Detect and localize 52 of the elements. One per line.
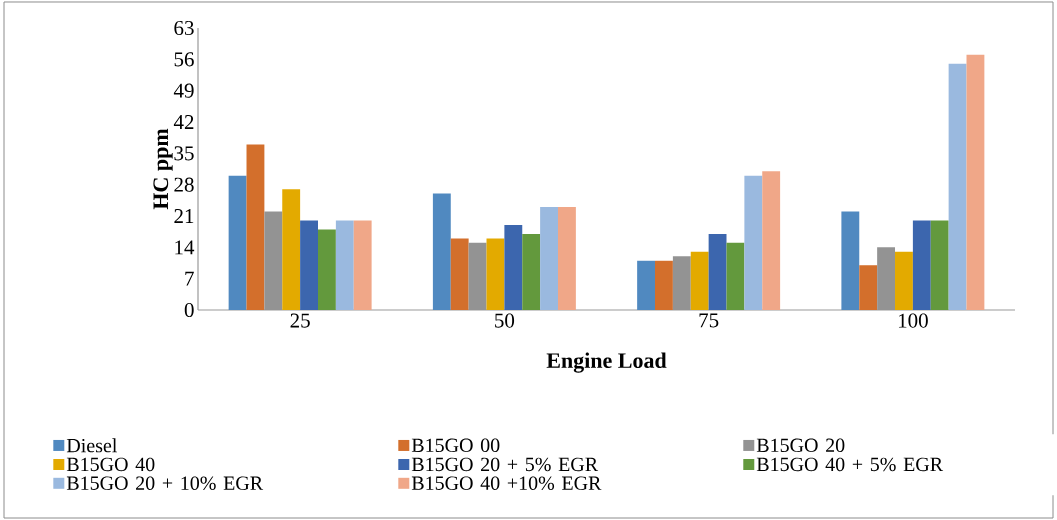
legend-label: B15GO 00 [411,438,500,453]
bar [726,242,745,310]
bar [540,207,558,310]
y-axis-title: HC ppm [153,128,173,210]
bar [228,175,247,310]
bar [246,144,265,310]
bar [450,238,469,310]
bar [859,265,878,310]
bar [912,220,931,310]
legend-label: B15GO 40 +10% EGR [411,476,602,490]
bar [744,175,763,310]
bar [895,251,913,310]
bar [300,220,318,310]
bar [655,260,673,310]
legend-label: B15GO 40 + 5% EGR [756,457,944,472]
y-tick-label: 7 [185,271,194,286]
bar [930,220,949,310]
bar [708,233,727,310]
bar [841,211,860,310]
bar [522,233,541,310]
x-axis-title: Engine Load [546,352,667,373]
y-tick-label: 56 [174,52,194,67]
legend-label: Diesel [66,438,117,453]
y-tick-label: 21 [174,209,194,223]
bar [335,220,354,310]
x-tick-label: 50 [495,313,515,328]
bar [762,171,781,310]
bar [282,189,301,310]
legend-label: B15GO 40 [66,457,155,472]
bar [318,229,336,310]
x-tick-label: 25 [290,313,310,328]
x-tick-label: 75 [699,313,719,328]
y-tick-label: 35 [174,146,194,161]
y-tick-label: 63 [174,20,194,36]
bar [432,193,451,310]
legend-label: B15GO 20 [756,438,845,453]
bar [948,63,967,310]
legend-label: B15GO 20 + 5% EGR [411,457,599,472]
y-tick-label: 49 [173,83,194,98]
bar [966,54,985,310]
x-tick-label: 100 [898,313,928,328]
bar [486,238,505,310]
y-tick-label: 42 [173,115,194,129]
y-tick-label: 14 [175,240,195,255]
bar [504,224,523,310]
y-tick-label: 28 [174,177,194,192]
legend-label: B15GO 20 + 10% EGR [66,476,264,490]
bar [690,251,709,310]
bar [637,260,656,310]
bar [353,220,372,310]
y-tick-label: 0 [184,302,194,318]
bar [558,207,576,310]
